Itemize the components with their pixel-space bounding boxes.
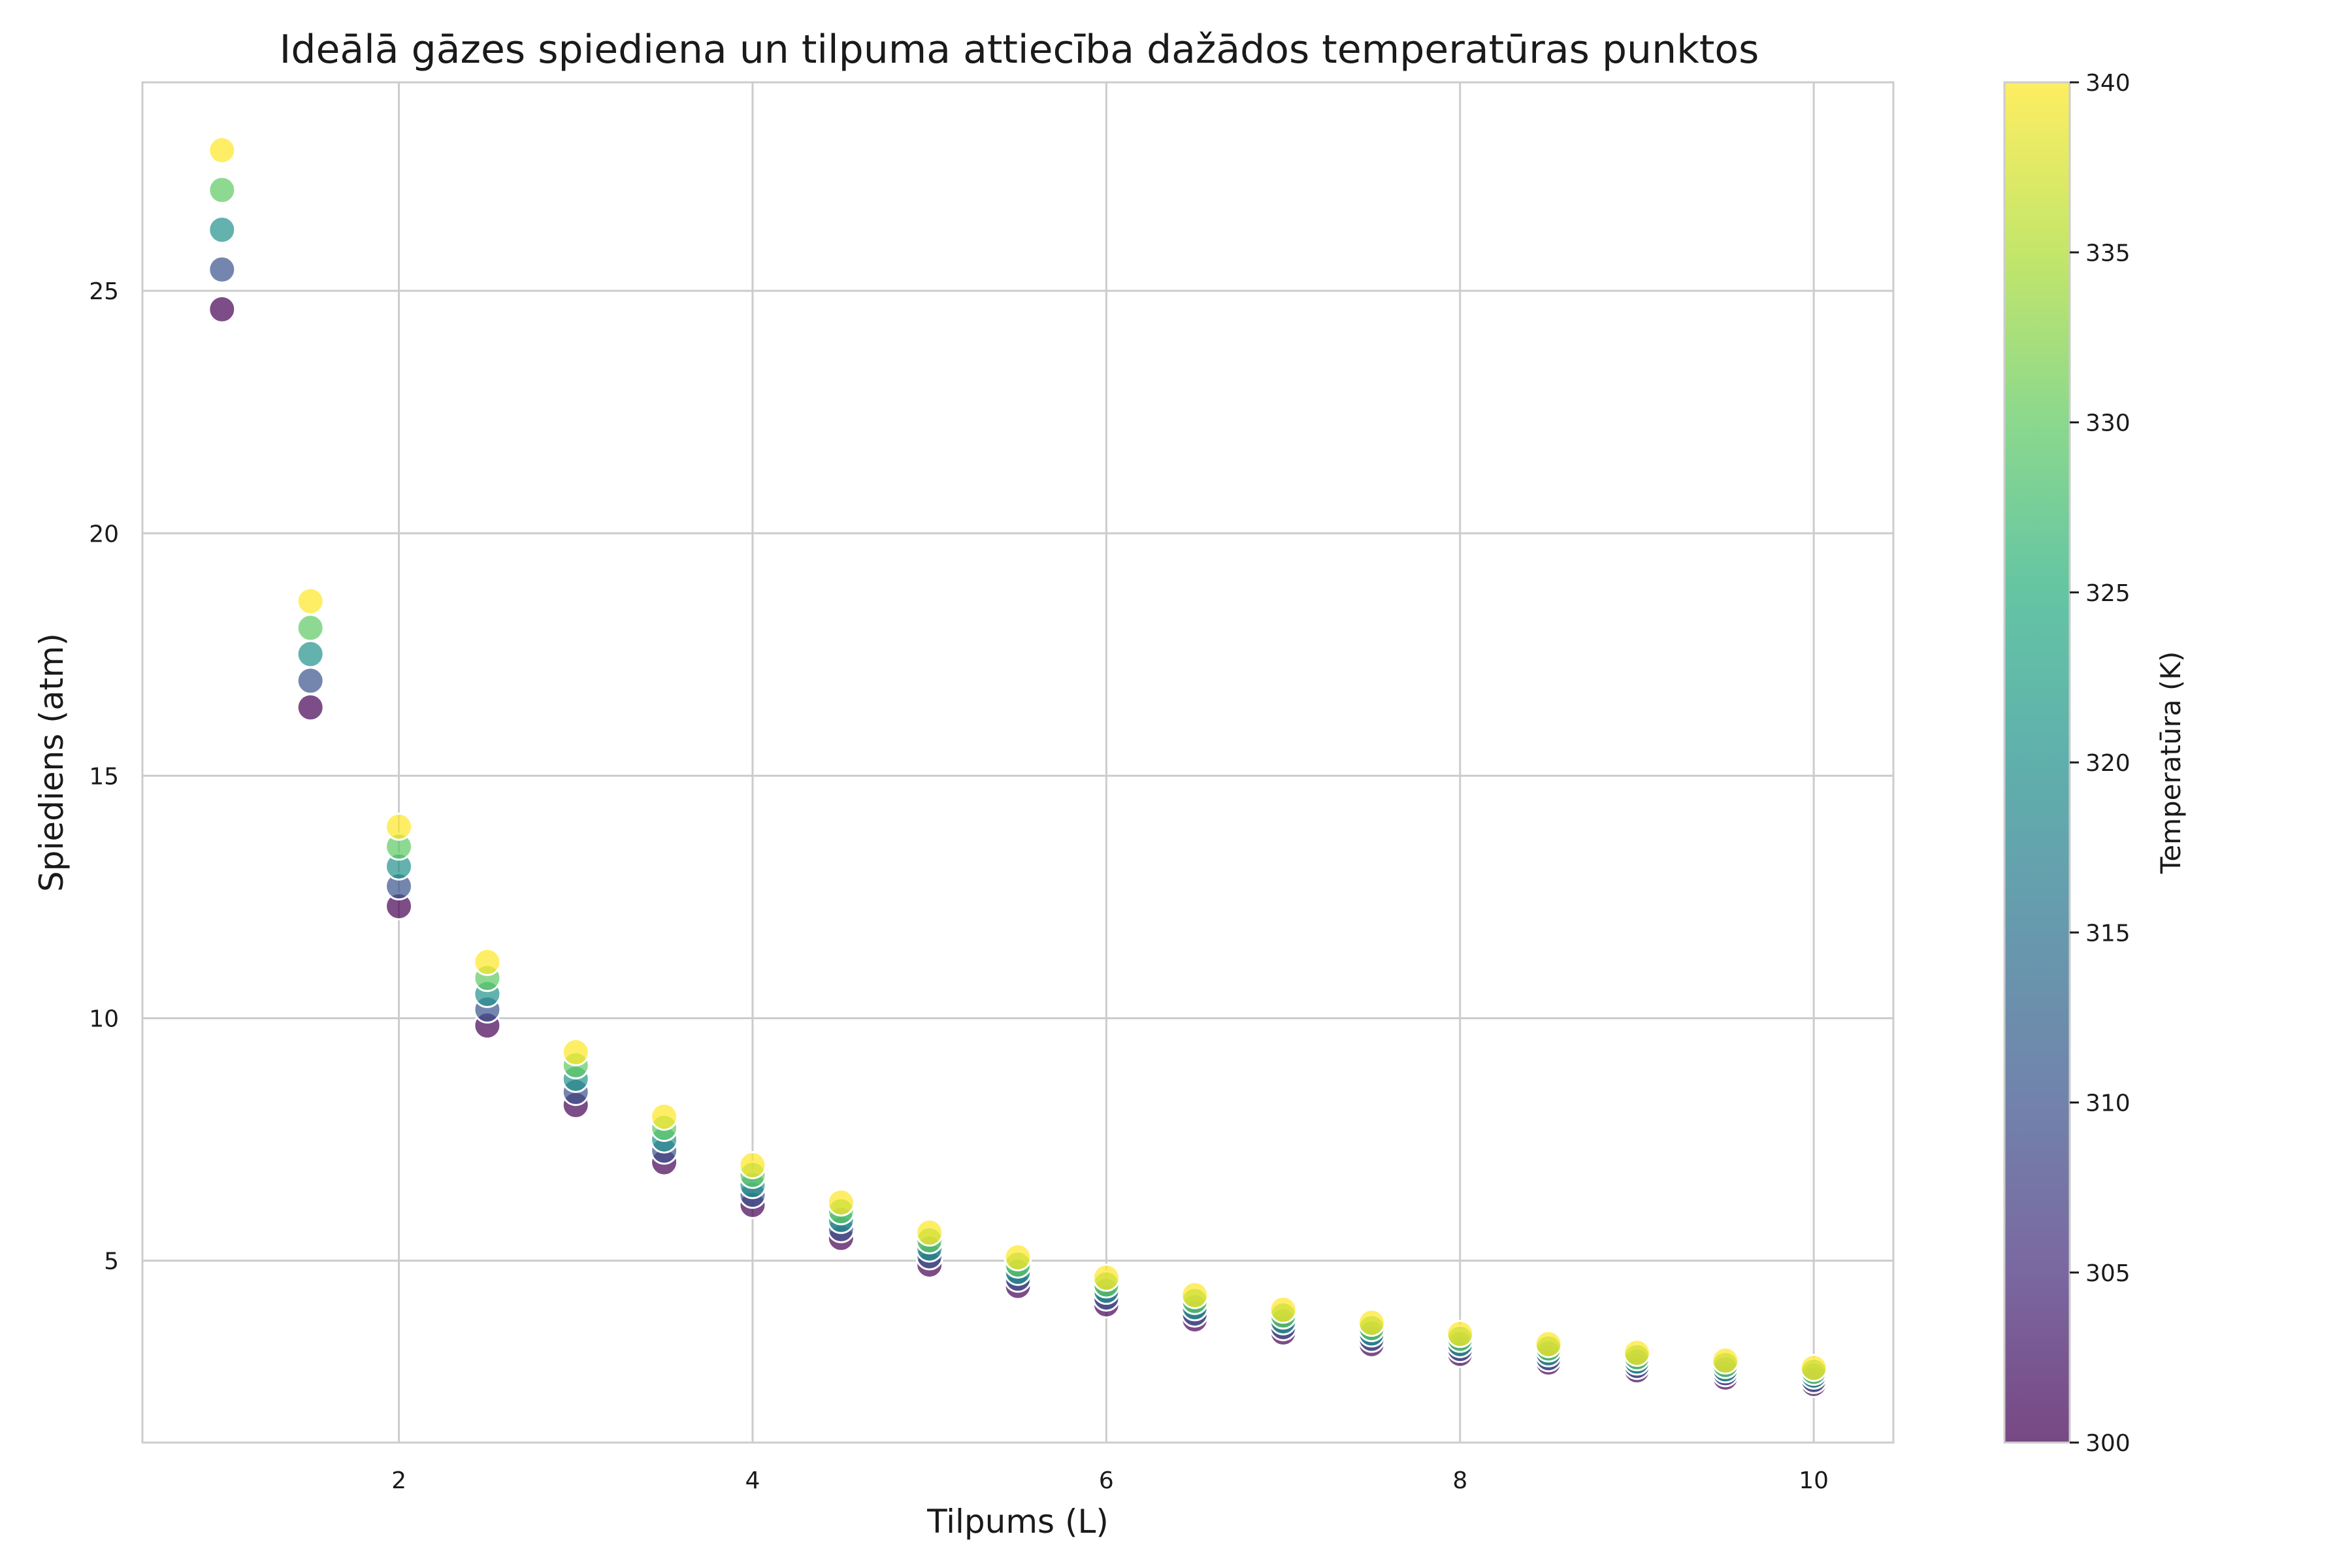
data-point xyxy=(738,1151,767,1179)
data-point xyxy=(208,216,237,244)
plot-area-frame xyxy=(141,81,1895,1444)
grid-lines xyxy=(142,82,1893,1443)
colorbar-tick-label: 340 xyxy=(2085,70,2131,97)
y-tick-label: 15 xyxy=(89,763,119,790)
chart-title: Ideālā gāzes spiediena un tilpuma attiec… xyxy=(280,27,1759,73)
colorbar-tick-label: 335 xyxy=(2085,240,2131,267)
data-point xyxy=(473,947,502,976)
y-axis-label: Spiediens (atm) xyxy=(33,633,71,892)
y-axis-ticks: 5 10 15 20 25 xyxy=(89,278,119,1275)
data-point xyxy=(1004,1243,1032,1271)
colorbar-gradient xyxy=(2004,82,2070,1443)
data-point xyxy=(1799,1354,1828,1382)
y-tick-label: 5 xyxy=(104,1249,119,1275)
data-point xyxy=(1357,1309,1386,1337)
data-point xyxy=(915,1218,944,1247)
colorbar-tick-label: 325 xyxy=(2085,580,2131,607)
data-point xyxy=(385,812,414,841)
colorbar-label: Temperatūra (K) xyxy=(2155,651,2187,875)
colorbar: 300 305 310 315 320 325 330 335 340 Temperatūra … xyxy=(2003,70,2187,1457)
data-point xyxy=(208,295,237,323)
colorbar-tick-label: 305 xyxy=(2085,1260,2131,1287)
data-point xyxy=(1181,1281,1209,1309)
colorbar-tick-label: 330 xyxy=(2085,410,2131,437)
y-tick-label: 25 xyxy=(89,278,119,305)
data-point xyxy=(561,1037,590,1066)
x-tick-label: 2 xyxy=(391,1467,406,1494)
x-axis-label: Tilpums (L) xyxy=(926,1503,1109,1541)
y-tick-label: 10 xyxy=(89,1006,119,1033)
data-point xyxy=(296,666,325,695)
x-tick-label: 4 xyxy=(745,1467,760,1494)
data-point xyxy=(1534,1330,1563,1358)
colorbar-tick-label: 315 xyxy=(2085,920,2131,947)
x-tick-label: 6 xyxy=(1099,1467,1114,1494)
data-point xyxy=(1269,1296,1298,1324)
data-point xyxy=(296,587,325,615)
data-point xyxy=(1446,1320,1475,1348)
data-point xyxy=(208,136,237,165)
x-tick-label: 10 xyxy=(1799,1467,1829,1494)
data-point xyxy=(296,613,325,642)
data-point xyxy=(296,640,325,668)
x-axis-ticks: 2 4 6 8 10 xyxy=(391,1467,1829,1494)
data-point xyxy=(208,255,237,284)
data-points xyxy=(208,136,1828,1398)
data-point xyxy=(208,176,237,204)
colorbar-tick-label: 300 xyxy=(2085,1430,2131,1457)
data-point xyxy=(650,1102,679,1131)
data-point xyxy=(296,693,325,722)
data-point xyxy=(826,1188,855,1217)
y-tick-label: 20 xyxy=(89,521,119,547)
colorbar-ticks: 300 305 310 315 320 325 330 335 340 xyxy=(2070,70,2131,1457)
data-point xyxy=(1092,1264,1120,1292)
data-point xyxy=(1622,1339,1651,1367)
colorbar-tick-label: 310 xyxy=(2085,1090,2131,1117)
x-tick-label: 8 xyxy=(1452,1467,1467,1494)
data-point xyxy=(1711,1347,1740,1375)
colorbar-tick-label: 320 xyxy=(2085,750,2131,777)
